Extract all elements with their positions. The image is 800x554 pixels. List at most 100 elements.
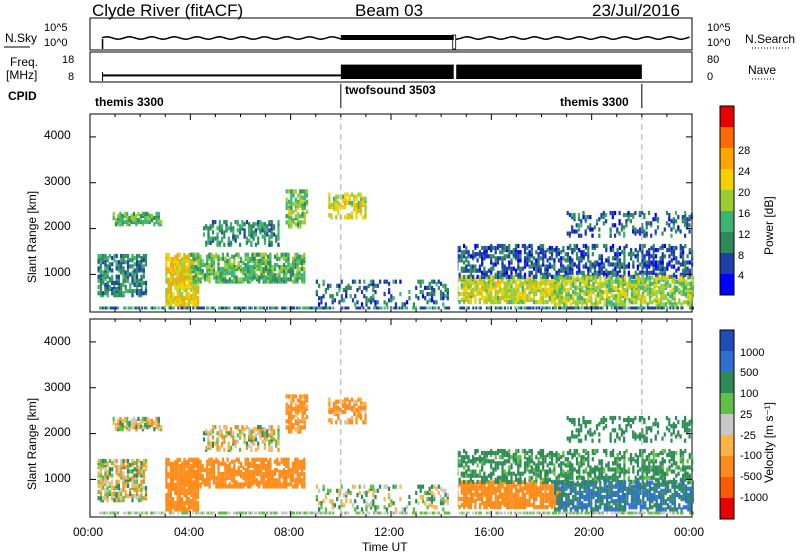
panel-overlays [89, 34, 693, 517]
xtick-6: 00:00 [674, 525, 705, 539]
power-ylabel: Slant Range [km] [25, 190, 39, 283]
velocity-region-10 [554, 480, 694, 512]
freq-unit-label: [MHz] [6, 68, 38, 82]
power-cb-tick-8: 8 [738, 250, 745, 262]
velocity-ytick-1000: 1000 [44, 471, 71, 485]
freq-segment-2 [456, 64, 642, 79]
station-title: Clyde River (fitACF) [92, 1, 244, 20]
velocity-colorbar-outline [719, 329, 735, 520]
freq-label: Freq. [10, 55, 39, 69]
velocity-region-1 [112, 416, 163, 432]
power-region-6 [328, 192, 367, 220]
power-colorbar-seg-0 [720, 106, 734, 127]
nave-tick-low: 0 [707, 71, 714, 83]
power-colorbar-seg-2 [720, 148, 734, 169]
data-gap-0 [453, 115, 458, 311]
xtick-2: 08:00 [274, 525, 305, 539]
nave-label: Nave [748, 63, 777, 77]
data-gap-1 [453, 320, 458, 516]
power-cb-tick-24: 24 [738, 166, 751, 178]
velocity-ground-band [99, 511, 694, 515]
power-ytick-3000: 3000 [44, 174, 71, 188]
velocity-colorbar-seg-2 [720, 372, 734, 393]
nsky-gap [452, 34, 457, 50]
power-region-1 [112, 211, 163, 227]
nsky-dense-band [340, 35, 454, 40]
power-region-10 [554, 275, 694, 307]
velocity-region-6 [328, 397, 367, 425]
vel-cb-tick-100: 100 [740, 388, 759, 400]
velocity-colorbar-seg-4 [720, 414, 734, 435]
freq-tick-high: 18 [62, 54, 75, 66]
power-cb-tick-12: 12 [738, 229, 751, 241]
power-colorbar-seg-4 [720, 190, 734, 211]
power-scatter [97, 189, 694, 310]
power-ytick-2000: 2000 [44, 219, 71, 233]
velocity-ytick-2000: 2000 [44, 425, 71, 439]
velocity-colorbar-seg-8 [720, 498, 734, 519]
x-axis-title: Time UT [362, 540, 408, 554]
cpid-label: CPID [8, 89, 37, 103]
velocity-region-8 [456, 480, 563, 510]
velocity-region-4 [202, 425, 280, 452]
velocity-colorbar-seg-3 [720, 393, 734, 414]
beam-title: Beam 03 [355, 1, 424, 20]
power-colorbar-title: Power [dB] [762, 196, 776, 255]
vel-cb-tick-25: 25 [740, 409, 753, 421]
power-cb-tick-4: 4 [738, 270, 745, 282]
velocity-region-5 [285, 394, 309, 434]
power-colorbar-seg-5 [720, 211, 734, 232]
xtick-3: 12:00 [374, 525, 405, 539]
nave-tick-high: 80 [707, 54, 720, 66]
nsearch-tick-low: 10^0 [707, 37, 731, 49]
power-colorbar-outline [719, 105, 735, 296]
power-cb-tick-16: 16 [738, 208, 751, 220]
velocity-ytick-4000: 4000 [44, 334, 71, 348]
velocity-colorbar-seg-6 [720, 456, 734, 477]
nsky-frame [89, 17, 693, 51]
nsearch-tick-high: 10^5 [707, 22, 731, 34]
freq-frame [89, 51, 693, 83]
vel-cb-tick-neg100: -100 [740, 450, 763, 462]
nsky-tick-high: 10^5 [44, 22, 68, 34]
velocity-scatter [97, 394, 694, 515]
power-region-8 [456, 275, 563, 305]
xtick-1: 04:00 [174, 525, 205, 539]
vel-cb-tick-neg25: -25 [740, 430, 756, 442]
velocity-region-11 [566, 415, 693, 443]
velocity-colorbar [719, 329, 735, 520]
vel-cb-tick-neg1000: -1000 [740, 492, 769, 504]
power-region-0 [97, 253, 148, 298]
velocity-region-3 [190, 457, 306, 489]
nsearch-label: N.Search [745, 32, 796, 46]
freq-tick-low: 8 [68, 71, 75, 83]
power-cb-tick-28: 28 [738, 145, 751, 157]
power-region-5 [285, 189, 309, 229]
nsky-tick-low: 10^0 [44, 37, 68, 49]
vel-cb-tick-500: 500 [740, 367, 759, 379]
velocity-colorbar-seg-0 [720, 330, 734, 351]
cpid-mode-3: themis 3300 [560, 95, 629, 109]
power-region-9 [456, 243, 694, 279]
velocity-region-7 [315, 484, 449, 512]
power-colorbar-seg-6 [720, 232, 734, 253]
power-region-4 [202, 220, 280, 247]
freq-segment-0 [102, 74, 341, 77]
power-colorbar-seg-8 [720, 274, 734, 295]
velocity-region-9 [456, 448, 694, 484]
xtick-0: 00:00 [73, 525, 104, 539]
power-cb-tick-20: 20 [738, 187, 751, 199]
xtick-4: 16:00 [474, 525, 505, 539]
vel-cb-tick-neg500: -500 [740, 471, 763, 483]
cpid-mode-1: themis 3300 [95, 95, 164, 109]
power-colorbar-seg-1 [720, 127, 734, 148]
xtick-5: 20:00 [574, 525, 605, 539]
velocity-colorbar-seg-1 [720, 351, 734, 372]
power-region-11 [566, 210, 693, 238]
velocity-region-0 [97, 458, 148, 503]
power-ytick-1000: 1000 [44, 265, 71, 279]
power-ytick-4000: 4000 [44, 128, 71, 142]
power-ground-band [99, 306, 694, 310]
velocity-colorbar-seg-7 [720, 477, 734, 498]
